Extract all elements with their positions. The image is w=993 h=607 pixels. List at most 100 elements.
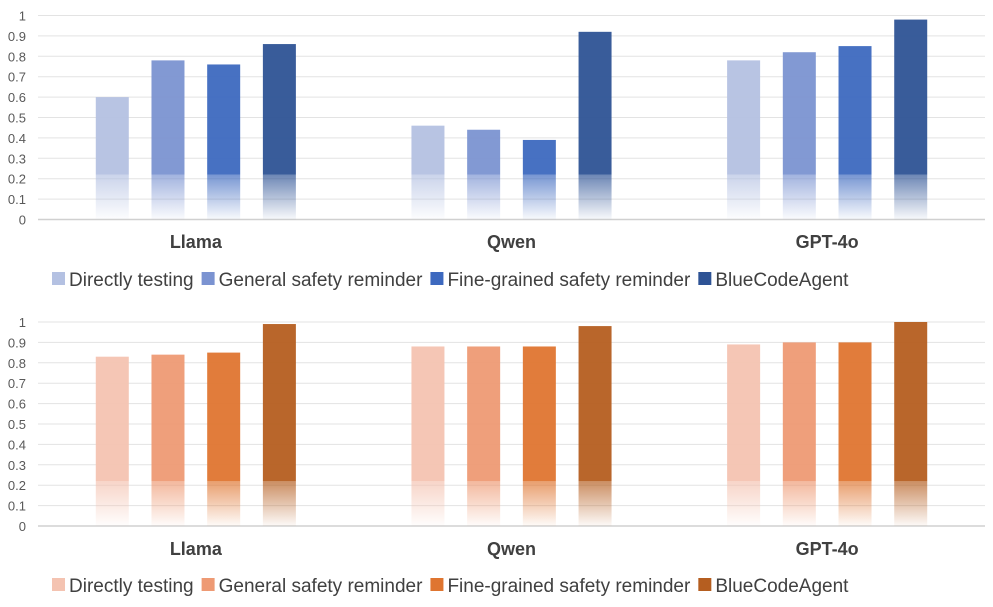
bar-llama-0 xyxy=(95,97,129,175)
legend-swatch xyxy=(698,272,712,285)
legend: Directly testing General safety reminder F… xyxy=(52,270,849,291)
bar-qwen-2 xyxy=(522,139,556,175)
bar-fade xyxy=(262,174,296,220)
legend-swatch xyxy=(698,578,712,591)
bar-fade xyxy=(727,174,761,220)
legend-item: Fine-grained safety reminder xyxy=(430,576,691,597)
y-tick-label: 0 xyxy=(19,519,26,534)
bar-qwen-0 xyxy=(411,125,445,175)
category-label: GPT-4o xyxy=(796,539,859,559)
bar-fade xyxy=(522,174,556,220)
bar-fade xyxy=(411,481,445,526)
y-tick-label: 0.5 xyxy=(8,417,26,432)
bar-llama-3 xyxy=(262,44,296,175)
bar-qwen-0 xyxy=(411,346,445,481)
y-tick-label: 1 xyxy=(19,9,26,24)
y-tick-label: 0.6 xyxy=(8,397,26,412)
bar-fade xyxy=(151,174,185,220)
bar-gpt-4o-0 xyxy=(727,344,761,481)
legend-swatch xyxy=(430,272,444,285)
y-tick-label: 0.4 xyxy=(8,131,26,146)
bar-qwen-1 xyxy=(467,346,501,481)
y-tick-label: 0.2 xyxy=(8,478,26,493)
bar-gpt-4o-2 xyxy=(838,46,872,175)
y-tick-label: 0.6 xyxy=(8,90,26,105)
bar-gpt-4o-3 xyxy=(894,322,928,481)
bar-qwen-1 xyxy=(467,129,501,175)
bar-fade xyxy=(522,481,556,526)
legend-label: Fine-grained safety reminder xyxy=(447,270,691,291)
y-tick-label: 0.7 xyxy=(8,376,26,391)
category-label: Llama xyxy=(170,539,223,559)
bar-fade xyxy=(782,481,816,526)
bar-gpt-4o-2 xyxy=(838,342,872,481)
legend-swatch xyxy=(201,578,215,591)
y-tick-label: 0.4 xyxy=(8,437,26,452)
bar-fade xyxy=(782,174,816,220)
legend-swatch xyxy=(52,578,65,591)
bar-qwen-2 xyxy=(522,346,556,481)
legend-item: BlueCodeAgent xyxy=(698,270,849,291)
bar-gpt-4o-0 xyxy=(727,60,761,175)
legend-label: BlueCodeAgent xyxy=(715,270,849,291)
legend: Directly testing General safety reminder F… xyxy=(52,576,849,597)
bar-fade xyxy=(838,481,872,526)
bar-fade xyxy=(262,481,296,526)
y-tick-label: 0.1 xyxy=(8,499,26,514)
bar-gpt-4o-3 xyxy=(894,19,928,175)
category-label: Qwen xyxy=(487,539,536,559)
y-tick-label: 0.3 xyxy=(8,151,26,166)
bar-fade xyxy=(838,174,872,220)
legend-item: General safety reminder xyxy=(201,576,423,597)
y-tick-label: 0.9 xyxy=(8,29,26,44)
bar-gpt-4o-1 xyxy=(782,52,816,175)
bar-fade xyxy=(894,174,928,220)
bar-fade xyxy=(727,481,761,526)
bar-fade xyxy=(467,174,501,220)
bar-llama-0 xyxy=(95,356,129,481)
bar-qwen-3 xyxy=(578,326,612,481)
y-tick-label: 0.8 xyxy=(8,356,26,371)
bar-qwen-3 xyxy=(578,31,612,175)
legend-item: Directly testing xyxy=(52,576,194,597)
legend-swatch xyxy=(430,578,444,591)
bar-fade xyxy=(95,481,129,526)
bar-llama-1 xyxy=(151,354,185,481)
legend-item: General safety reminder xyxy=(201,270,423,291)
legend-label: BlueCodeAgent xyxy=(715,576,849,597)
y-tick-label: 1 xyxy=(19,315,26,330)
y-tick-label: 0.1 xyxy=(8,192,26,207)
y-tick-label: 0.3 xyxy=(8,458,26,473)
y-tick-label: 0 xyxy=(19,213,26,228)
legend-label: Directly testing xyxy=(69,576,194,597)
legend-label: General safety reminder xyxy=(219,270,423,291)
legend-swatch xyxy=(52,272,65,285)
y-tick-label: 0.2 xyxy=(8,172,26,187)
bar-llama-1 xyxy=(151,60,185,175)
legend-swatch xyxy=(201,272,215,285)
bar-fade xyxy=(578,174,612,220)
chart-panel-2: 0 0.1 0.2 0.3 0.4 0.5 0.6 0.7 0.8 0.9 1 Llama Qwen GP… xyxy=(8,315,985,597)
bar-fade xyxy=(411,174,445,220)
bar-llama-2 xyxy=(207,64,241,175)
legend-label: Directly testing xyxy=(69,270,194,291)
y-tick-label: 0.8 xyxy=(8,49,26,64)
legend-label: Fine-grained safety reminder xyxy=(447,576,691,597)
bar-llama-2 xyxy=(207,352,241,481)
chart-panel-1: 0 0.1 0.2 0.3 0.4 0.5 0.6 0.7 0.8 0.9 1 Llama Qwen GP… xyxy=(8,9,985,291)
legend-item: Fine-grained safety reminder xyxy=(430,270,691,291)
bar-fade xyxy=(894,481,928,526)
category-label: GPT-4o xyxy=(796,232,859,252)
bar-fade xyxy=(467,481,501,526)
legend-item: BlueCodeAgent xyxy=(698,576,849,597)
bar-fade xyxy=(207,174,241,220)
bar-llama-3 xyxy=(262,324,296,481)
legend-label: General safety reminder xyxy=(219,576,423,597)
y-tick-label: 0.9 xyxy=(8,335,26,350)
legend-item: Directly testing xyxy=(52,270,194,291)
bar-fade xyxy=(151,481,185,526)
bar-fade xyxy=(207,481,241,526)
bar-fade xyxy=(578,481,612,526)
bar-fade xyxy=(95,174,129,220)
